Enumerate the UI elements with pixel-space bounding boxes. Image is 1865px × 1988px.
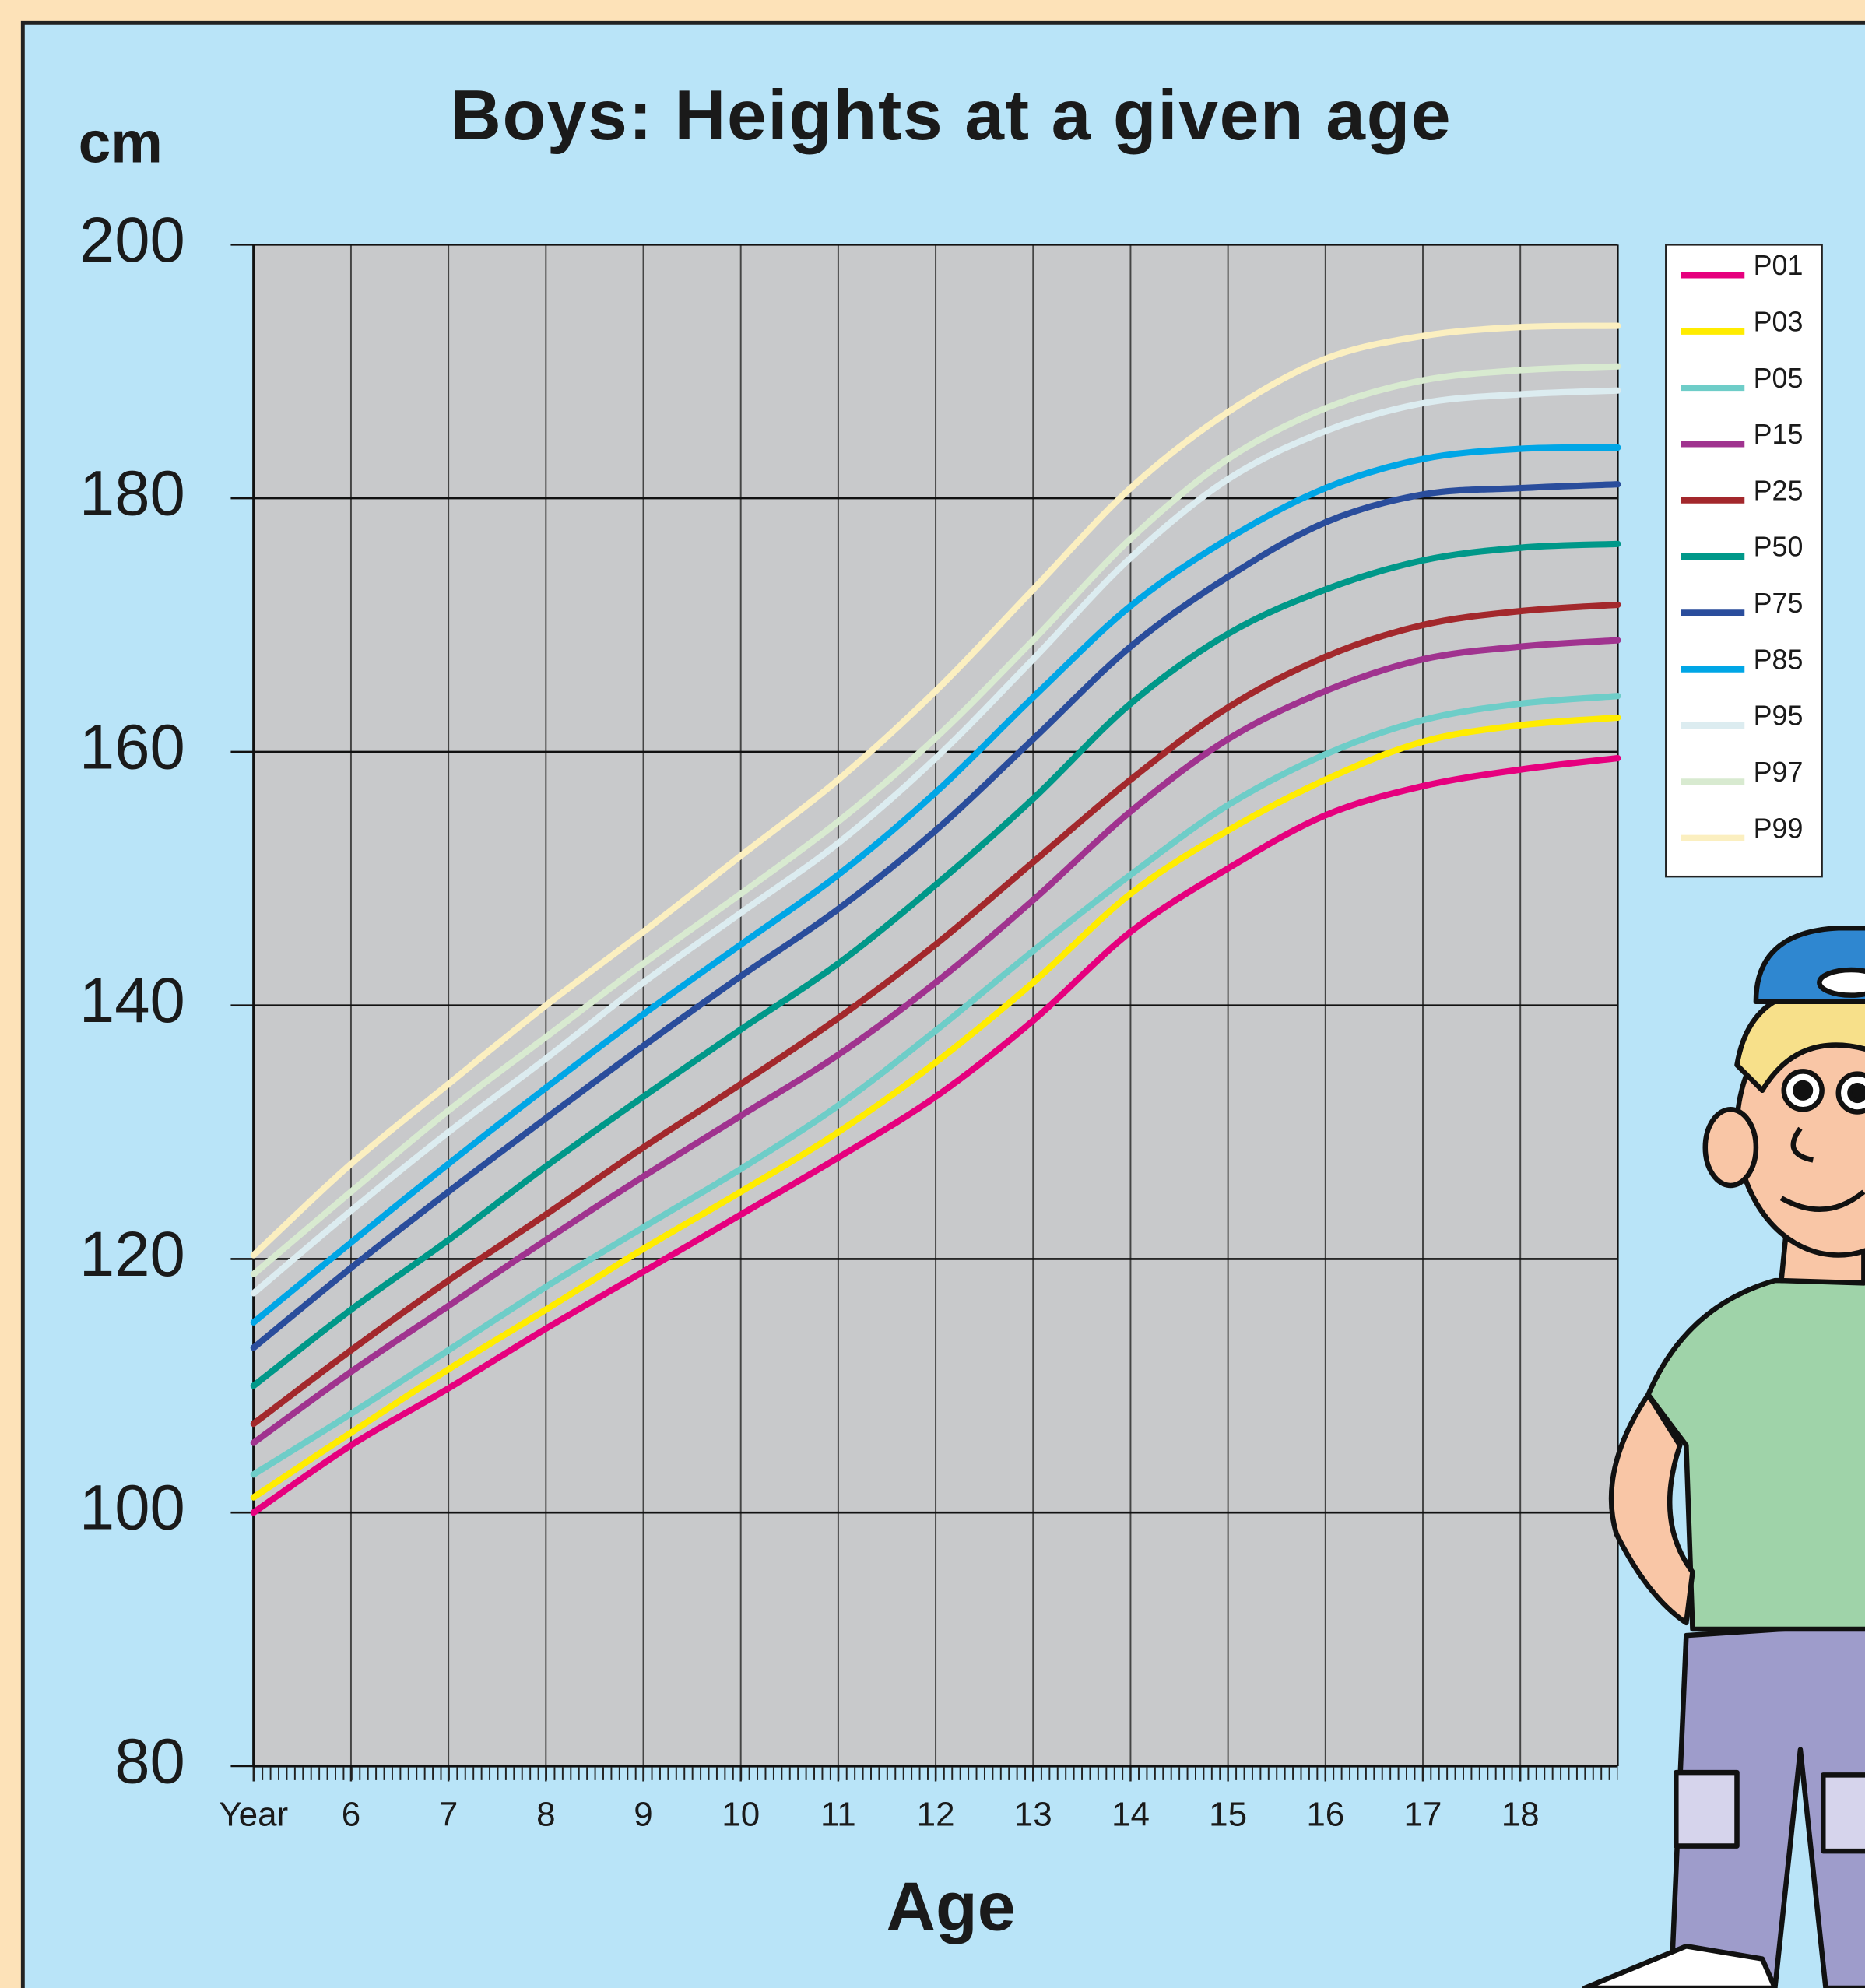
boy-cap-logo <box>1819 970 1865 996</box>
x-axis-label: Age <box>887 1868 1016 1945</box>
legend-label: P25 <box>1754 475 1804 506</box>
chart: Year 6 7 8 9 10 11 12 13 14 15 16 17 18 80 100 120 140 160… <box>0 0 1865 1988</box>
y-tick-label: 200 <box>79 205 185 276</box>
x-tick-label: 13 <box>1014 1796 1052 1834</box>
x-tick-label: 17 <box>1404 1796 1442 1834</box>
legend-label: P99 <box>1754 813 1804 844</box>
boy-ear <box>1705 1109 1756 1185</box>
x-tick-label: 15 <box>1209 1796 1247 1834</box>
legend: P01 P03 P05 P15 P25 P50 P75 P85 P95 P97 P99 <box>1666 244 1821 876</box>
x-tick-label: 6 <box>342 1796 360 1834</box>
x-tick-label: 8 <box>536 1796 555 1834</box>
legend-label: P97 <box>1754 757 1804 788</box>
legend-label: P15 <box>1754 419 1804 450</box>
x-tick-label: 10 <box>722 1796 760 1834</box>
legend-label: P75 <box>1754 588 1804 619</box>
boy-pupil <box>1795 1083 1811 1098</box>
x-tick-label: 14 <box>1112 1796 1150 1834</box>
y-tick-label: 100 <box>79 1473 185 1544</box>
chart-title: Boys: Heights at a given age <box>450 76 1452 155</box>
plot: Year 6 7 8 9 10 11 12 13 14 15 16 17 18 80 100 120 140 160… <box>79 205 1617 1834</box>
x-tick-label: 11 <box>820 1796 856 1834</box>
y-tick-label: 180 <box>79 458 185 529</box>
x-tick-label: Year <box>219 1796 288 1834</box>
legend-label: P01 <box>1754 250 1804 281</box>
x-tick-label: 9 <box>634 1796 652 1834</box>
y-axis-label: cm <box>79 110 163 175</box>
legend-label: P05 <box>1754 363 1804 394</box>
x-tick-label: 18 <box>1501 1796 1540 1834</box>
legend-label: P95 <box>1754 701 1804 732</box>
x-tick-label: 12 <box>917 1796 955 1834</box>
legend-label: P85 <box>1754 644 1804 675</box>
boy-patch <box>1676 1772 1737 1846</box>
x-tick-label: 16 <box>1306 1796 1344 1834</box>
y-tick-label: 140 <box>79 965 185 1036</box>
legend-label: P03 <box>1754 306 1804 337</box>
legend-label: P50 <box>1754 532 1804 563</box>
boy-patch <box>1823 1775 1865 1851</box>
page: {"chart_data": { "type": "line", "title"… <box>0 0 1865 1988</box>
y-tick-label: 160 <box>79 711 185 782</box>
x-tick-label: 7 <box>439 1796 458 1834</box>
y-tick-label: 120 <box>79 1219 185 1290</box>
boy-pupil <box>1849 1085 1865 1101</box>
y-tick-label: 80 <box>114 1726 185 1797</box>
